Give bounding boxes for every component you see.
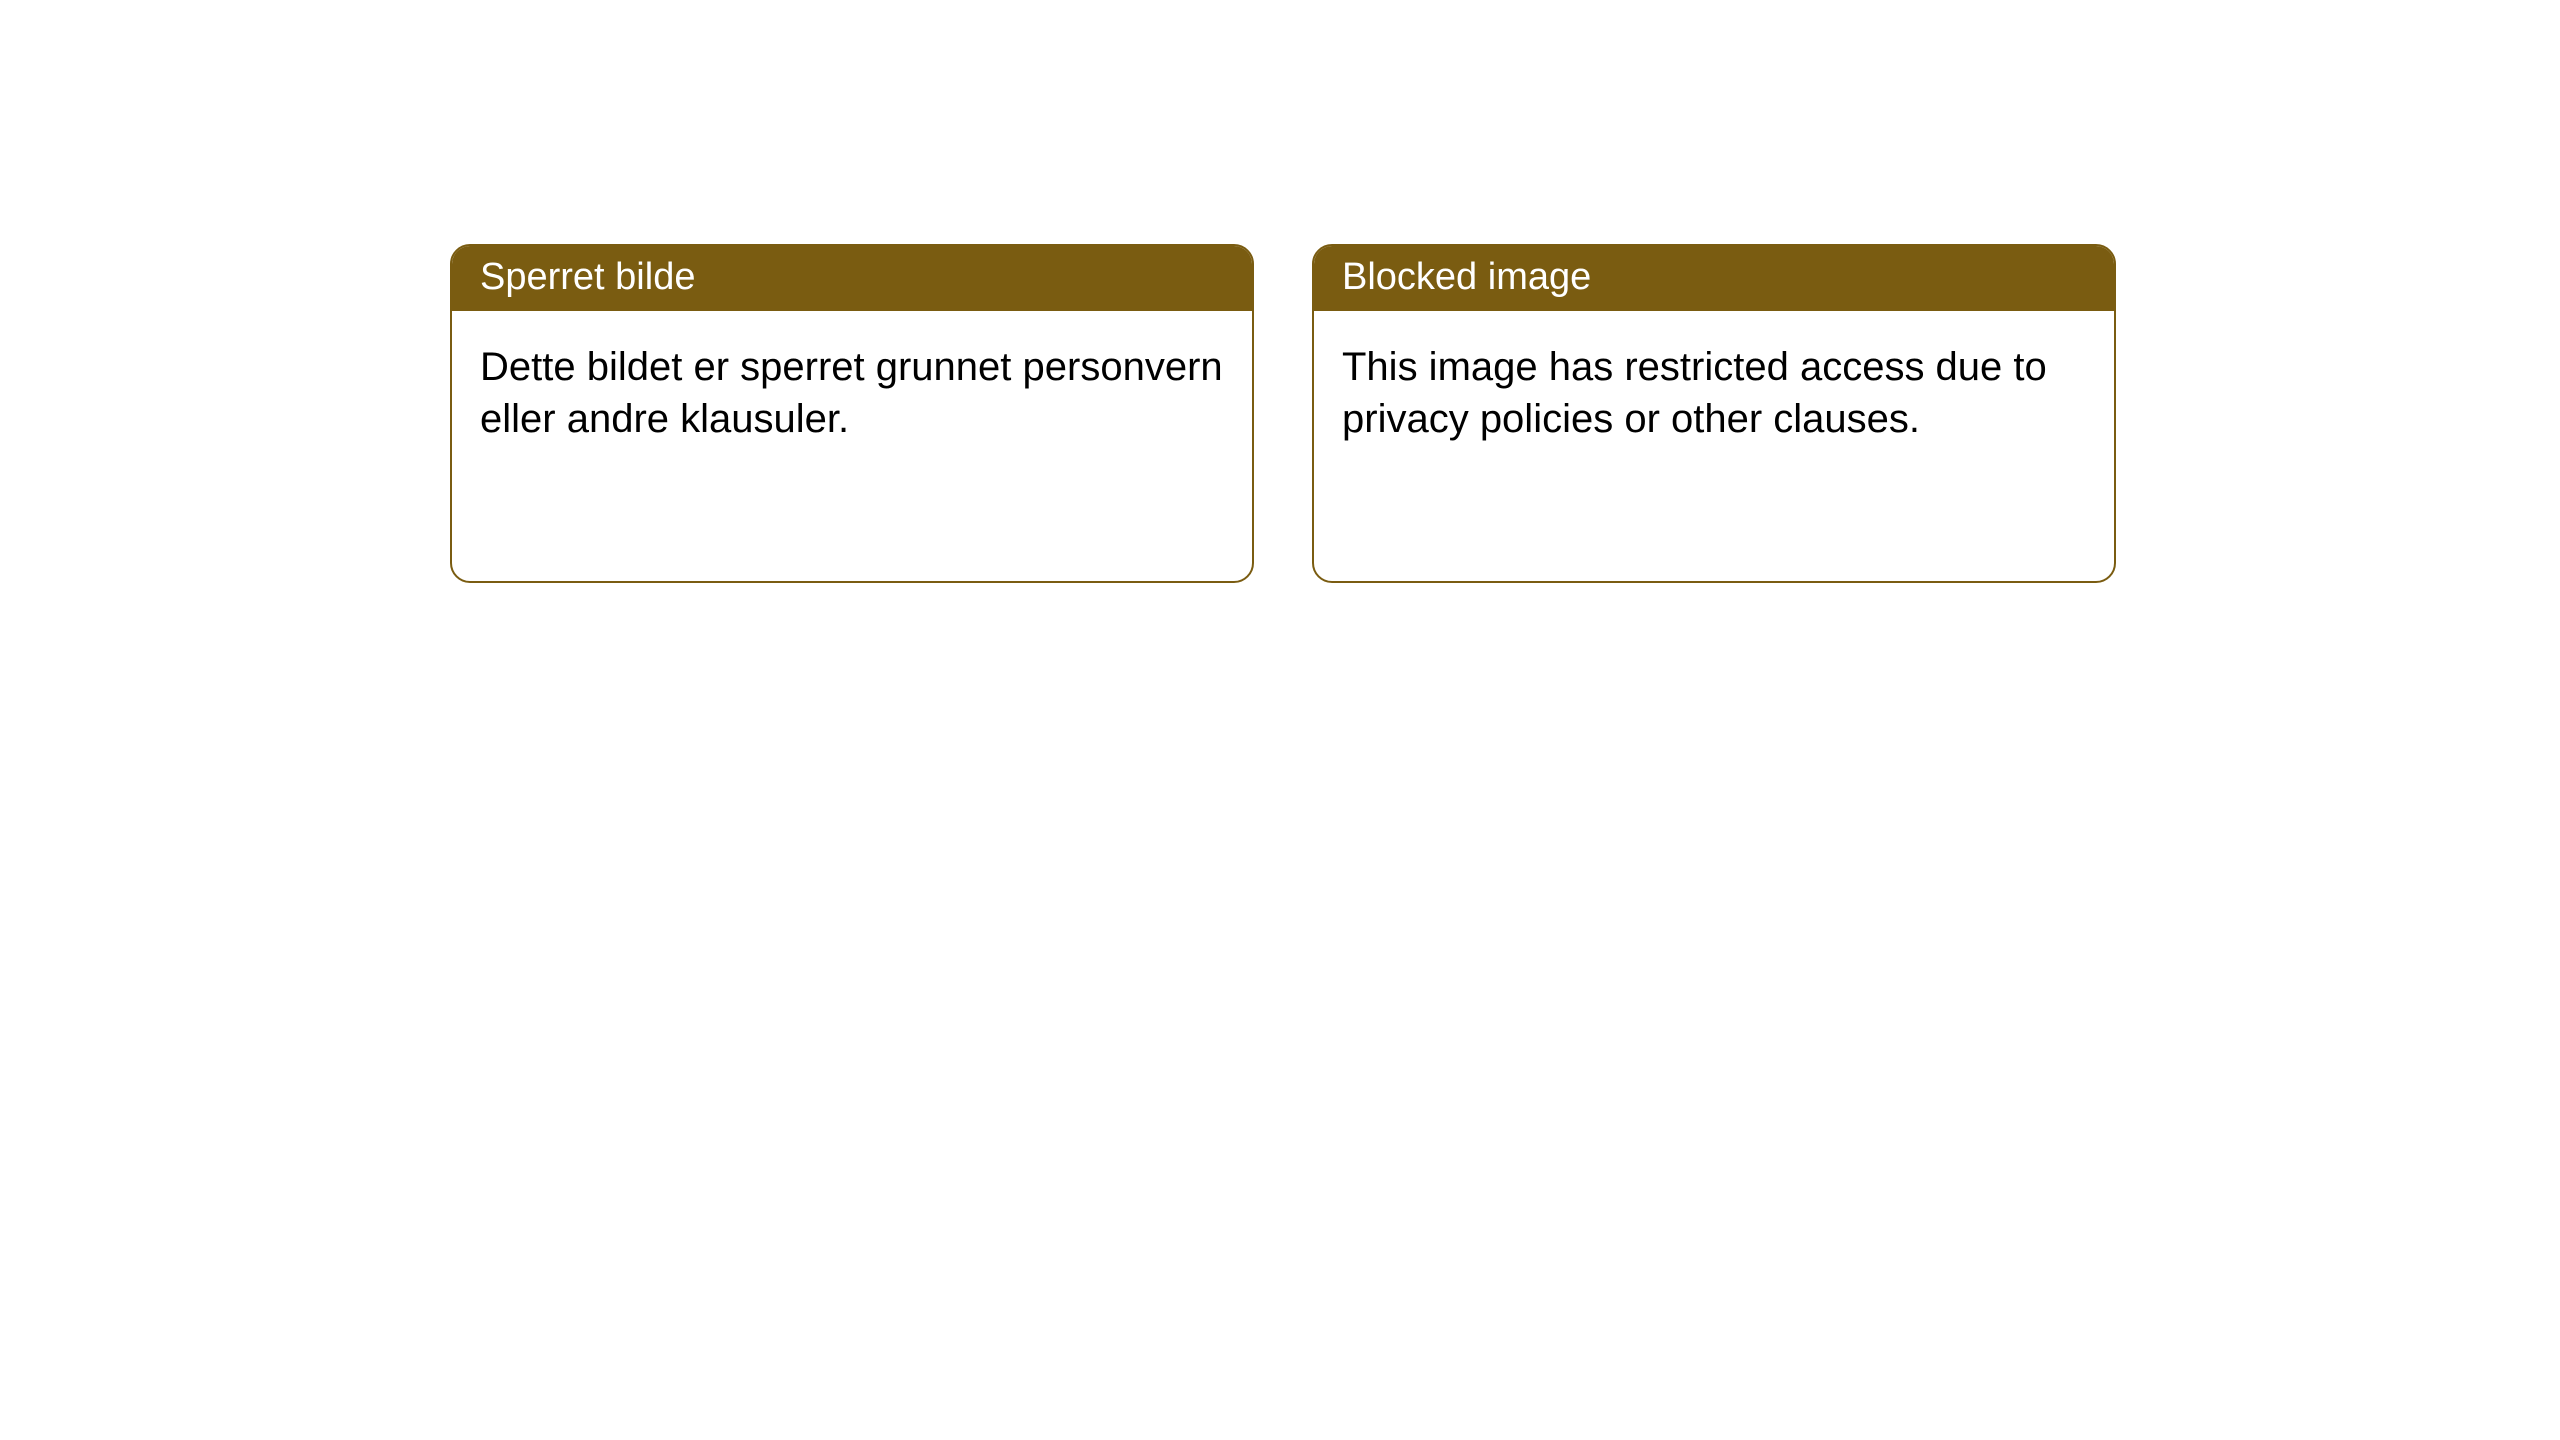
notice-body: This image has restricted access due to … [1314, 311, 2114, 581]
notice-body-text: Dette bildet er sperret grunnet personve… [480, 345, 1223, 441]
notice-body: Dette bildet er sperret grunnet personve… [452, 311, 1252, 581]
notice-container: Sperret bilde Dette bildet er sperret gr… [450, 244, 2116, 583]
notice-title: Sperret bilde [480, 256, 695, 298]
notice-title: Blocked image [1342, 256, 1591, 298]
notice-card-english: Blocked image This image has restricted … [1312, 244, 2116, 583]
notice-body-text: This image has restricted access due to … [1342, 345, 2047, 441]
notice-header: Sperret bilde [452, 246, 1252, 311]
notice-card-norwegian: Sperret bilde Dette bildet er sperret gr… [450, 244, 1254, 583]
notice-header: Blocked image [1314, 246, 2114, 311]
